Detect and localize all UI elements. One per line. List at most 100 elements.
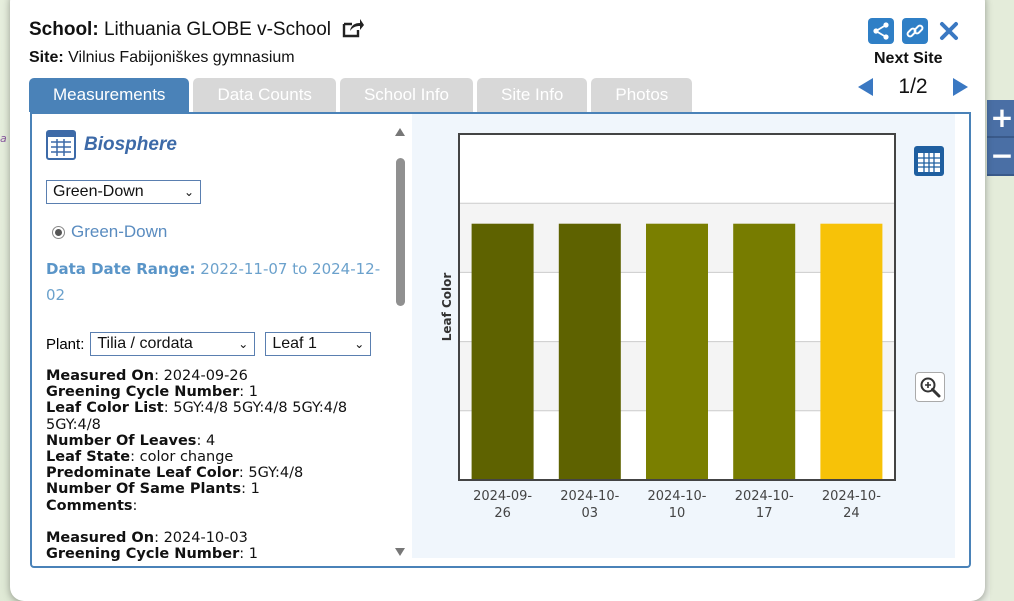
- site-name: Vilnius Fabijoniškes gymnasium: [68, 49, 295, 66]
- school-heading: School: Lithuania GLOBE v-School: [29, 18, 365, 44]
- cycle-value: 1: [248, 384, 258, 401]
- chart-bar: [471, 223, 534, 480]
- close-button[interactable]: [936, 18, 962, 44]
- external-link-icon[interactable]: [342, 18, 365, 44]
- protocol-radio[interactable]: Green-Down: [52, 222, 391, 242]
- tab-bar: Measurements Data Counts School Info Sit…: [29, 78, 693, 112]
- leaf-select[interactable]: Leaf 1 ⌄: [265, 332, 372, 356]
- chevron-down-icon: ⌄: [354, 337, 365, 351]
- chart-bar: [733, 223, 796, 480]
- measured-on-value: 2024-10-03: [163, 529, 248, 546]
- school-name: Lithuania GLOBE v-School: [103, 19, 332, 40]
- cycle-label: Greening Cycle Number: [46, 384, 240, 401]
- chart-table-icon[interactable]: [914, 146, 944, 176]
- link-button[interactable]: [902, 18, 928, 44]
- previous-site-arrow-icon[interactable]: [858, 78, 873, 96]
- map-zoom-control: + −: [987, 100, 1014, 176]
- site-pager: 1/2: [858, 74, 968, 100]
- plant-label: Plant:: [46, 335, 85, 353]
- cycle-value: 1: [248, 546, 258, 562]
- measurement-details[interactable]: Biosphere Green-Down ⌄ Green-Down Data D…: [46, 122, 391, 562]
- predominate-label: Predominate Leaf Color: [46, 465, 239, 482]
- details-scrollbar[interactable]: [393, 124, 407, 560]
- date-range: Data Date Range: 2022-11-07 to 2024-12-0…: [46, 256, 391, 308]
- measurement-record: Measured On: 2024-09-26 Greening Cycle N…: [46, 368, 348, 514]
- leaf-select-value: Leaf 1: [272, 335, 317, 352]
- plant-select-value: Tilia / cordata: [97, 335, 193, 352]
- tab-measurements[interactable]: Measurements: [29, 78, 190, 112]
- measurements-panel: Biosphere Green-Down ⌄ Green-Down Data D…: [30, 112, 971, 568]
- x-tick-label: 10: [669, 506, 686, 521]
- measured-on-value: 2024-09-26: [163, 368, 248, 384]
- scroll-thumb[interactable]: [396, 158, 405, 306]
- same-plants-value: 1: [250, 481, 260, 498]
- leaf-color-chart: 2024-09- 26 2024-10- 03 2024-10- 10 2024-10- 17…: [412, 114, 955, 558]
- radio-selected-icon[interactable]: [52, 225, 65, 239]
- chart-svg: 2024-09- 26 2024-10- 03 2024-10- 10 2024-10- 17…: [440, 133, 896, 521]
- magnifier-icon: [920, 377, 941, 398]
- same-plants-label: Number Of Same Plants: [46, 481, 242, 498]
- site-label: Site:: [29, 49, 64, 66]
- measurement-record: Measured On: 2024-10-03 Greening Cycle N…: [46, 529, 258, 562]
- num-leaves-label: Number Of Leaves: [46, 432, 197, 449]
- x-tick-label: 17: [756, 506, 773, 521]
- x-tick-label: 24: [843, 506, 860, 521]
- grid-band: [459, 134, 895, 204]
- protocol-select[interactable]: Green-Down ⌄: [46, 180, 201, 204]
- zoom-in-button[interactable]: +: [987, 100, 1014, 138]
- site-popup: School: Lithuania GLOBE v-School Site: V…: [10, 0, 985, 601]
- site-heading: Site: Vilnius Fabijoniškes gymnasium: [29, 49, 295, 67]
- scroll-down-icon[interactable]: [395, 548, 405, 556]
- color-list-label: Leaf Color List: [46, 400, 164, 417]
- section-header: Biosphere: [46, 130, 391, 160]
- x-tick-label: 2024-10-: [560, 489, 619, 504]
- next-site-arrow-icon[interactable]: [952, 78, 968, 96]
- measured-on-label: Measured On: [46, 368, 155, 384]
- cycle-label: Greening Cycle Number: [46, 546, 240, 562]
- scroll-up-icon[interactable]: [395, 128, 405, 136]
- protocol-select-value: Green-Down: [53, 183, 144, 200]
- date-range-label: Data Date Range:: [46, 260, 196, 278]
- measured-on-label: Measured On: [46, 529, 155, 546]
- chart-bar: [646, 223, 708, 480]
- y-axis-label: Leaf Color: [440, 273, 454, 342]
- tab-data-counts[interactable]: Data Counts: [193, 78, 336, 112]
- chevron-down-icon: ⌄: [238, 337, 249, 351]
- chart-zoom-button[interactable]: [915, 372, 945, 402]
- protocol-radio-label: Green-Down: [71, 222, 168, 241]
- x-tick-label: 2024-10-: [735, 489, 794, 504]
- zoom-out-button[interactable]: −: [987, 138, 1014, 176]
- plant-select[interactable]: Tilia / cordata ⌄: [90, 332, 256, 356]
- table-icon[interactable]: [46, 130, 76, 160]
- leaf-state-label: Leaf State: [46, 449, 131, 466]
- x-tick-label: 2024-10-: [822, 489, 881, 504]
- x-tick-label: 2024-09-: [473, 489, 532, 504]
- next-site-label: Next Site: [874, 50, 943, 67]
- x-tick-label: 26: [494, 506, 511, 521]
- share-button[interactable]: [868, 18, 894, 44]
- map-label: a: [0, 132, 7, 145]
- plant-filter: Plant: Tilia / cordata ⌄ Leaf 1 ⌄: [46, 332, 391, 356]
- school-label: School:: [29, 19, 99, 40]
- date-range-value: 2022-11-07 to 2024-12-02: [46, 260, 381, 304]
- x-tick-label: 03: [582, 506, 599, 521]
- tab-photos[interactable]: Photos: [591, 78, 693, 112]
- pager-count: 1/2: [898, 75, 928, 98]
- section-title: Biosphere: [84, 134, 177, 155]
- chart-bar: [820, 223, 883, 480]
- color-list-value: 5GY:4/8 5GY:4/8 5GY:4/8 5GY:4/8: [46, 400, 348, 433]
- chevron-down-icon: ⌄: [183, 185, 194, 199]
- share-icon: [873, 22, 889, 40]
- comments-label: Comments: [46, 497, 133, 514]
- map-road: [990, 0, 1014, 601]
- predominate-value: 5GY:4/8: [248, 465, 304, 482]
- x-tick-label: 2024-10-: [647, 489, 706, 504]
- tab-site-info[interactable]: Site Info: [477, 78, 588, 112]
- leaf-state-value: color change: [139, 449, 234, 466]
- link-icon: [906, 24, 924, 38]
- tab-school-info[interactable]: School Info: [339, 78, 473, 112]
- chart-bar: [558, 223, 621, 480]
- num-leaves-value: 4: [205, 432, 216, 449]
- popup-actions: [868, 18, 962, 44]
- plot-frame: [458, 133, 896, 481]
